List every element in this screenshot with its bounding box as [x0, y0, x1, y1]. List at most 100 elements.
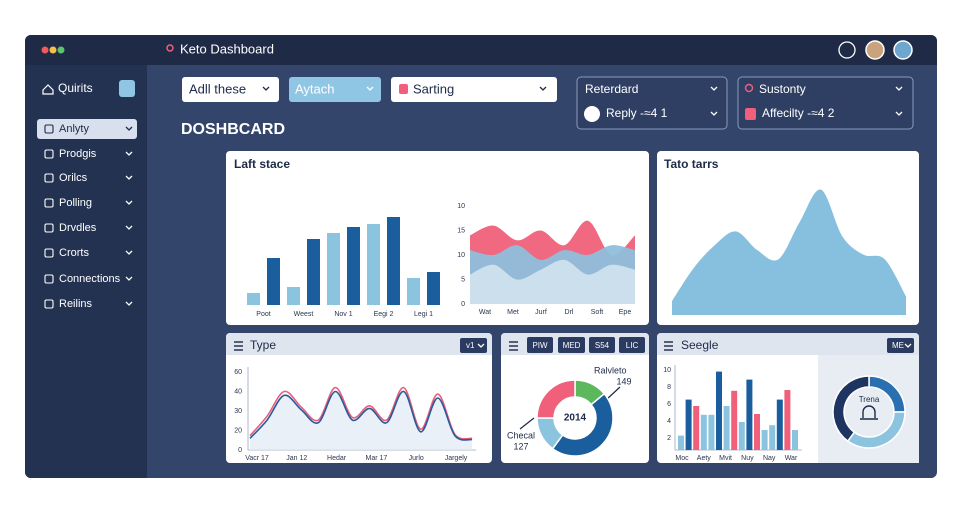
bar — [367, 224, 380, 305]
menu-icon[interactable] — [234, 341, 673, 351]
chevron — [710, 111, 718, 116]
chevron — [366, 86, 374, 91]
chevron — [125, 151, 133, 156]
line-fill — [250, 391, 472, 450]
tab[interactable] — [589, 337, 615, 353]
chevron — [262, 86, 270, 91]
bar — [792, 430, 798, 450]
bar — [738, 422, 745, 450]
bar — [761, 430, 768, 450]
avatar[interactable] — [865, 40, 885, 60]
panel-title: Laft stace — [234, 157, 290, 171]
minimize-dot[interactable] — [49, 46, 57, 54]
bar — [776, 399, 783, 450]
x-tick-label: Drl — [565, 309, 574, 316]
y-tick-label: 20 — [234, 427, 242, 434]
bar — [700, 414, 707, 450]
x-tick-label: Nuy — [741, 455, 754, 462]
maximize-dot[interactable] — [57, 46, 65, 54]
x-tick-label: Legi 1 — [414, 311, 433, 318]
summary-card[interactable] — [576, 76, 728, 130]
area — [470, 259, 635, 304]
sidebar — [25, 65, 147, 478]
close-dot[interactable] — [41, 46, 49, 54]
avatar[interactable] — [893, 40, 913, 60]
panel-header — [226, 333, 492, 355]
card-title: Reterdard — [585, 82, 638, 96]
card-icon — [584, 106, 600, 122]
annotation-label: Ralvleto — [594, 365, 627, 375]
nav-item[interactable]: Connections — [59, 273, 121, 285]
nav-icon — [44, 124, 54, 134]
x-tick-label: Moc — [675, 455, 689, 462]
nav-item[interactable]: Drvdles — [59, 222, 97, 234]
bar — [731, 390, 738, 450]
nav-item[interactable]: Orilcs — [59, 172, 88, 184]
nav-item[interactable]: Anlyty — [59, 123, 89, 135]
panel-menu[interactable] — [460, 338, 487, 353]
x-tick-label: Nay — [763, 455, 776, 462]
home-icon — [42, 84, 54, 95]
bar — [678, 435, 684, 450]
active-item[interactable] — [37, 119, 137, 139]
bar — [708, 414, 715, 450]
search-icon — [399, 84, 408, 94]
panel-menu-label: v1 — [466, 341, 475, 350]
tab[interactable] — [619, 337, 645, 353]
gauge-center: Trena — [859, 395, 880, 404]
x-tick-label: Mar 17 — [366, 455, 388, 462]
x-tick-label: Aety — [697, 455, 712, 462]
app-icon — [166, 44, 174, 52]
chevron — [125, 126, 133, 131]
tab-label: LIC — [626, 341, 639, 350]
x-tick-label: Jargely — [445, 455, 468, 462]
page-heading: DOSHBCARD — [181, 121, 285, 138]
tab[interactable] — [527, 337, 553, 353]
panel-menu[interactable] — [887, 338, 914, 353]
filter-dropdown[interactable] — [182, 77, 279, 102]
y-tick-label: 0 — [238, 447, 242, 454]
donut-segment — [536, 379, 576, 419]
chevron — [125, 175, 133, 180]
window-title: Keto Dashboard — [180, 41, 274, 56]
bar — [247, 293, 260, 305]
bar — [407, 278, 420, 305]
card-value: Reply ‑≈4 1 — [606, 106, 668, 120]
bar — [307, 239, 320, 305]
annotation-value: 149 — [616, 376, 631, 386]
bar — [685, 399, 692, 450]
area — [672, 189, 906, 315]
y-tick-label: 8 — [667, 384, 671, 391]
panel-title: Type — [250, 338, 276, 352]
y-tick-label: 5 — [461, 276, 465, 283]
filter-dropdown[interactable] — [289, 77, 381, 102]
tab[interactable] — [558, 337, 585, 353]
bar — [723, 406, 730, 450]
x-tick-label: Soft — [591, 309, 604, 316]
title-bar — [25, 35, 937, 65]
x-tick-label: Poot — [256, 311, 270, 318]
panel-menu-label: ME — [892, 341, 904, 350]
nav-item[interactable]: Crorts — [59, 247, 89, 259]
search-icon — [744, 83, 754, 93]
card-title: Sustonty — [759, 82, 806, 96]
y-tick-label: 6 — [667, 401, 671, 408]
nav-item[interactable]: Reilins — [59, 298, 93, 310]
chevron — [904, 343, 912, 348]
y-tick-label: 10 — [457, 252, 465, 259]
sidebar-title: Quirits — [58, 81, 93, 95]
chevron — [539, 86, 547, 91]
nav-item[interactable]: Polling — [59, 197, 92, 209]
bar — [784, 390, 791, 450]
bar — [693, 406, 700, 450]
nav-item[interactable]: Prodgis — [59, 148, 97, 160]
bar — [754, 414, 760, 450]
y-tick-label: 15 — [457, 227, 465, 234]
settings-icon[interactable] — [838, 41, 856, 59]
donut-center: 2014 — [564, 413, 587, 424]
annotation-value: 127 — [513, 441, 528, 451]
summary-card[interactable] — [737, 76, 914, 130]
chevron — [125, 276, 133, 281]
search-dropdown[interactable] — [391, 77, 557, 102]
